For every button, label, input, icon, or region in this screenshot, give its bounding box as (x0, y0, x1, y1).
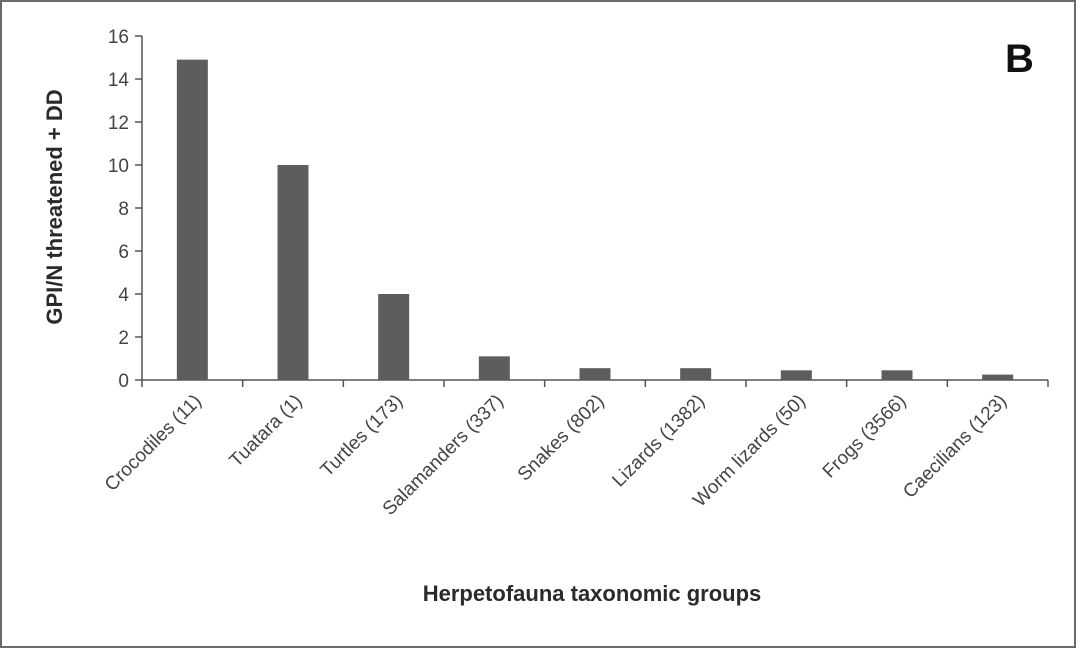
y-axis: 0 2 4 6 8 10 12 14 16 (108, 27, 143, 392)
x-axis-title: Herpetofauna taxonomic groups (423, 581, 762, 606)
bar (780, 370, 812, 380)
bar (176, 59, 208, 381)
bar (378, 294, 410, 380)
y-tick-label: 8 (118, 199, 129, 220)
y-tick-label: 0 (118, 371, 129, 392)
panel-label: B (1005, 37, 1034, 81)
y-tick-label: 10 (108, 156, 129, 177)
x-axis (141, 379, 1049, 387)
y-tick-label: 14 (108, 70, 130, 91)
y-tick-label: 2 (118, 328, 129, 349)
y-tick-label: 16 (108, 27, 129, 48)
category-label: Worm lizards (50) (689, 391, 810, 512)
category-label: Snakes (802) (514, 391, 609, 486)
category-label: Lizards (1382) (608, 391, 709, 492)
category-label: Tuatara (1) (226, 391, 307, 472)
y-tick-label: 4 (118, 285, 129, 306)
y-tick-label: 6 (118, 242, 129, 263)
y-axis-title: GPI/N threatened + DD (42, 89, 67, 324)
category-labels: Crocodiles (11) Tuatara (1) Turtles (173) S… (101, 391, 1011, 520)
category-label: Frogs (3566) (819, 391, 911, 483)
category-label: Turtles (173) (317, 391, 408, 482)
bar (277, 165, 309, 380)
bar (478, 356, 510, 380)
bar (982, 374, 1014, 380)
bars (176, 59, 1014, 381)
y-tick-label: 12 (108, 113, 129, 134)
category-label: Crocodiles (11) (101, 391, 206, 496)
bar (881, 370, 913, 380)
category-label: Caecilians (123) (899, 391, 1011, 503)
bar (680, 368, 712, 380)
bar (579, 368, 611, 380)
